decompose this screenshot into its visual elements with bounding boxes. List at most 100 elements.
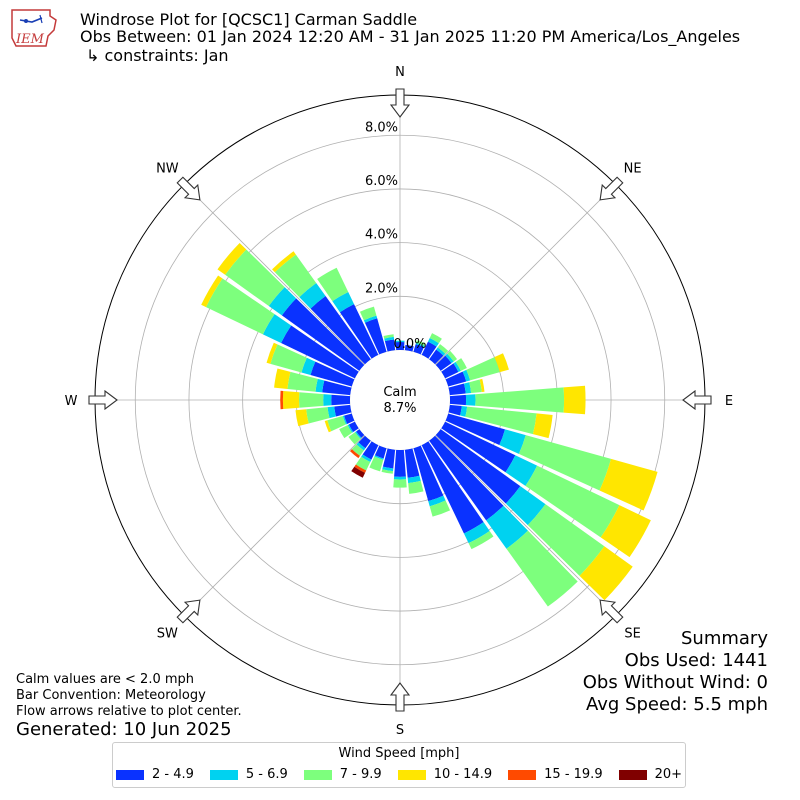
wind-bar-segment xyxy=(415,340,426,346)
legend-label: 5 - 6.9 xyxy=(245,767,288,782)
bar-convention-note: Bar Convention: Meteorology xyxy=(16,688,206,703)
wind-bar-segment xyxy=(266,342,278,364)
wind-bar-segment xyxy=(455,358,467,371)
direction-arrow-icon xyxy=(389,682,411,712)
legend-label: 7 - 9.9 xyxy=(339,767,382,782)
wind-bar-segment xyxy=(364,318,387,355)
wind-bar-segment xyxy=(299,282,326,309)
generated-date: Generated: 10 Jun 2025 xyxy=(16,719,232,740)
wind-bar-segment xyxy=(299,392,324,408)
wind-bar-segment xyxy=(382,448,396,469)
wind-bar-segment xyxy=(301,357,316,376)
wind-bar-segment xyxy=(441,421,516,473)
direction-label: NE xyxy=(624,161,642,176)
wind-bar-segment xyxy=(436,347,446,356)
grid-circle xyxy=(134,134,666,666)
wind-bar-segment xyxy=(323,394,332,406)
wind-bar-segment xyxy=(506,530,578,607)
wind-bar-segment xyxy=(599,458,658,511)
wind-bar-segment xyxy=(348,432,361,445)
wind-bar-segment xyxy=(384,339,396,352)
wind-bar-segment xyxy=(361,454,372,463)
wind-bar-segment xyxy=(355,456,371,471)
wind-bar-segment xyxy=(465,406,537,435)
wind-bar-segment xyxy=(469,379,482,394)
wind-bar-segment xyxy=(486,505,528,549)
wind-bar-segment xyxy=(499,429,526,454)
wind-bar-segment xyxy=(445,353,454,364)
wind-bar-segment xyxy=(600,505,651,558)
wind-bar-segment xyxy=(415,342,425,348)
wind-bar-segment xyxy=(407,475,421,484)
wind-bar-segment xyxy=(475,387,565,413)
wind-bar-segment xyxy=(351,466,366,478)
direction-label: W xyxy=(65,394,78,409)
legend-item: 15 - 19.9 xyxy=(508,767,603,782)
legend-item: 20+ xyxy=(618,767,682,782)
chart-title: Windrose Plot for [QCSC1] Carman Saddle xyxy=(80,10,418,29)
wind-bar-segment xyxy=(354,464,367,473)
wind-bar-segment xyxy=(331,394,351,406)
wind-bar-segment xyxy=(393,479,407,488)
wind-bar-segment xyxy=(374,455,384,460)
wind-bar-segment xyxy=(479,378,485,392)
radial-tick-label: 2.0% xyxy=(365,281,398,296)
wind-bar-segment xyxy=(201,275,223,308)
speed-legend: Wind Speed [mph] 2 - 4.9 5 - 6.9 7 - 9.9 10… xyxy=(112,742,686,788)
wind-bar-segment xyxy=(460,406,468,417)
wind-bar-segment xyxy=(435,429,521,504)
radial-tick-label: 4.0% xyxy=(365,228,398,243)
wind-bar-segment xyxy=(282,391,300,409)
direction-label: SW xyxy=(157,627,178,642)
constraints-text: ↳ constraints: Jan xyxy=(86,46,229,65)
wind-bar-segment xyxy=(287,371,318,392)
wind-bar-segment xyxy=(324,420,332,433)
wind-bar-segment xyxy=(310,296,371,365)
wind-bar-segment xyxy=(527,504,605,576)
wind-bar-segment xyxy=(225,249,285,307)
wind-bar-segment xyxy=(427,337,439,347)
calm-disk xyxy=(350,350,450,450)
direction-label: SE xyxy=(624,627,640,642)
wind-bar-segment xyxy=(206,278,275,335)
wind-bar-segment xyxy=(295,409,309,427)
wind-bar-segment xyxy=(280,390,284,410)
wind-bar-segment xyxy=(525,465,620,538)
wind-bar-segment xyxy=(464,382,472,394)
wind-bar-segment xyxy=(268,287,297,316)
direction-arrows: N NE E SE S SW W NW xyxy=(65,65,734,738)
wind-bars xyxy=(201,242,658,607)
legend-label: 10 - 14.9 xyxy=(433,767,493,782)
wind-bar-segment xyxy=(408,480,424,494)
direction-arrow-icon xyxy=(599,176,624,201)
legend-swatch xyxy=(397,769,426,780)
wind-bar-segment xyxy=(518,435,612,491)
grid-spoke xyxy=(184,184,401,401)
wind-bar-segment xyxy=(445,413,506,446)
wind-bar-segment xyxy=(532,413,553,439)
wind-bar-segment xyxy=(281,325,359,379)
wind-bar-segment xyxy=(369,456,384,472)
wind-bar-segment xyxy=(421,441,484,534)
logo-text: IEM xyxy=(15,32,45,47)
radial-tick-label: 8.0% xyxy=(365,120,398,135)
calm-label: Calm xyxy=(383,385,416,400)
legend-swatch xyxy=(508,769,537,780)
wind-bar-segment xyxy=(448,404,462,416)
wind-bar-segment xyxy=(317,267,349,302)
wind-bar-segment xyxy=(465,394,476,406)
direction-label: S xyxy=(396,723,404,738)
wind-bar-segment xyxy=(404,448,420,478)
wind-bar-segment xyxy=(349,449,360,459)
wind-bar-segment xyxy=(348,421,359,433)
wind-bar-segment xyxy=(468,530,494,550)
wind-bar-segment xyxy=(395,340,405,343)
wind-bar-segment xyxy=(448,383,466,396)
legend-item: 7 - 9.9 xyxy=(303,767,382,782)
legend-item: 10 - 14.9 xyxy=(397,767,493,782)
legend-swatch xyxy=(303,769,332,780)
wind-bar-segment xyxy=(363,315,378,323)
wind-bar-segment xyxy=(435,355,452,371)
wind-bar-segment xyxy=(281,298,365,371)
wind-bar-segment xyxy=(453,361,461,373)
